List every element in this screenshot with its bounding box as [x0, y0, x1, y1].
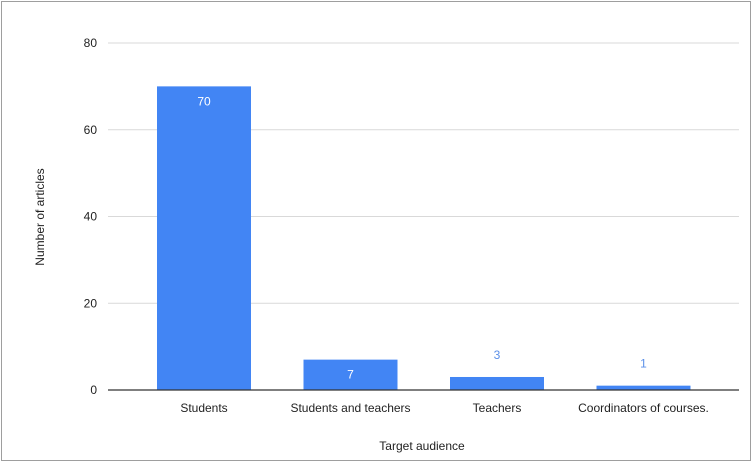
y-tick-label: 80	[84, 36, 98, 50]
y-tick-label: 0	[90, 383, 97, 397]
x-tick-label: Students and teachers	[290, 401, 410, 415]
bar	[157, 86, 251, 390]
bar	[303, 359, 398, 390]
data-label: 1	[640, 357, 647, 371]
x-tick-label: Students	[180, 401, 227, 415]
y-axis-title: Number of articles	[33, 168, 47, 265]
x-tick-label: Coordinators of courses.	[578, 401, 709, 415]
bar	[596, 385, 691, 390]
labels: 0 20 40 60 80 Students 70 Students and teachers…	[84, 36, 709, 415]
bar	[450, 376, 544, 390]
data-label: 70	[197, 94, 211, 108]
y-tick-label: 20	[84, 296, 98, 310]
data-label: 7	[347, 368, 354, 382]
data-label: 3	[494, 348, 501, 362]
y-tick-label: 60	[84, 123, 98, 137]
x-axis-title: Target audience	[379, 439, 465, 453]
y-tick-label: 40	[84, 210, 98, 224]
x-tick-label: Teachers	[473, 401, 522, 415]
bars	[157, 86, 691, 390]
